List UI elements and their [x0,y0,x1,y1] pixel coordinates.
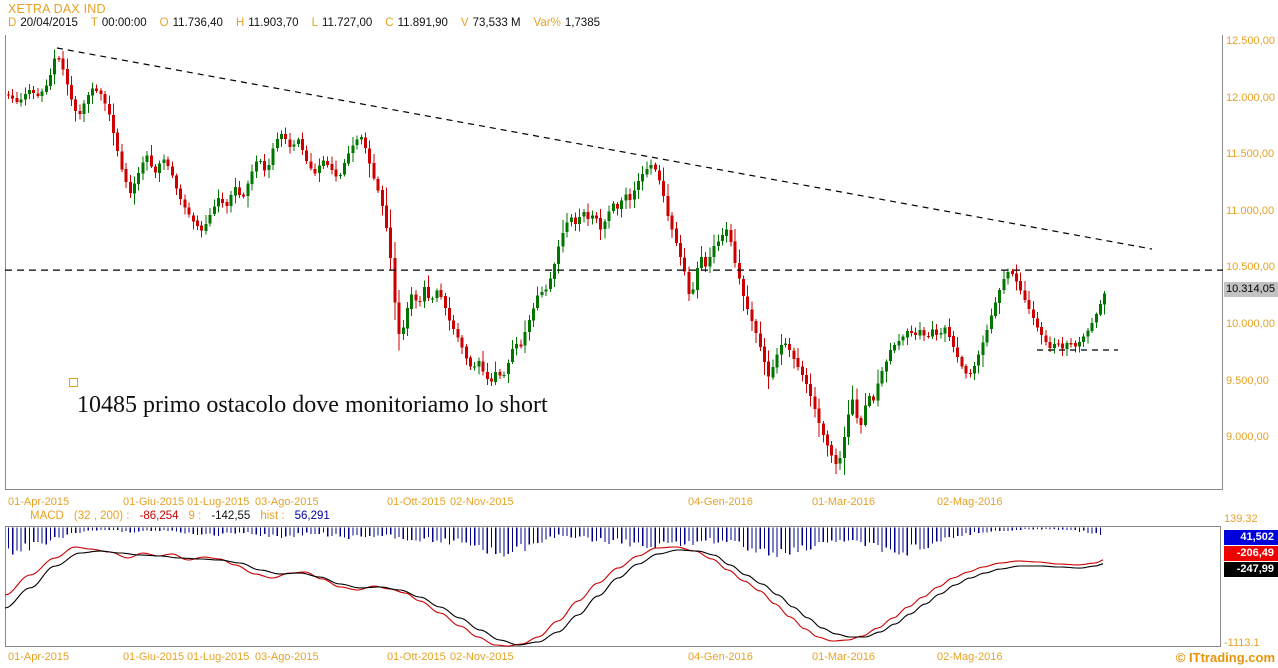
date-tick-label: 02-Mag-2016 [937,651,1003,663]
date-tick-label: 01-Mar-2016 [812,651,875,663]
price-tick-label: 10.500,00 [1226,261,1275,274]
annotation-marker[interactable] [69,378,78,387]
field-close: C 11.891,90 [385,17,448,29]
signal-label: 9 : [188,510,202,522]
macd-chart-area[interactable] [5,526,1221,647]
ohlc-readout: D 20/04/2015 T 00:00:00 O 11.736,40 H 11.903… [8,17,613,29]
field-key: C [385,17,394,29]
price-tick-label: 9.000,00 [1226,431,1269,444]
date-tick-label: 01-Ott-2015 [387,496,446,508]
date-tick-label: 04-Gen-2016 [688,651,753,663]
field-value: 11.903,70 [248,17,299,29]
date-tick-label: 01-Mar-2016 [812,496,875,508]
field-key: Var% [533,17,561,29]
hist-value: 56,291 [294,510,330,522]
field-value: 11.891,90 [397,17,448,29]
date-tick-label: 03-Ago-2015 [255,651,319,663]
price-tick-label: 12.000,00 [1226,91,1275,104]
date-tick-label: 02-Nov-2015 [450,651,514,663]
field-key: H [235,17,245,29]
date-tick-label: 03-Ago-2015 [255,496,319,508]
symbol-title: XETRA DAX IND [8,2,106,16]
macd-name: MACD [30,510,64,522]
price-tick-label: 9.500,00 [1226,374,1269,387]
macd-scale-max: 139.32 [1224,513,1258,525]
annotation-text: 10485 primo ostacolo dove monitoriamo lo… [77,392,548,418]
field-variation: Var% 1,7385 [534,17,600,29]
field-value: 00:00:00 [101,17,147,29]
field-value: 20/04/2015 [20,17,78,29]
date-tick-label: 02-Nov-2015 [450,496,514,508]
field-open: O 11.736,40 [160,17,223,29]
last-price-badge: 10.314,05 [1224,282,1278,297]
field-date: D 20/04/2015 [8,17,78,29]
price-tick-label: 10.000,00 [1226,318,1275,330]
price-tick-label: 12.500,00 [1226,35,1275,47]
macd-value: -86,254 [139,510,179,522]
date-tick-label: 02-Mag-2016 [937,496,1003,508]
signal-value: -142,55 [211,510,251,522]
macd-badge: -247,99 [1224,562,1278,577]
macd-params: (32 , 200) : [73,510,130,522]
hist-label: hist : [260,510,285,522]
price-tick-label: 11.500,00 [1226,148,1275,161]
date-tick-label: 01-Giu-2015 [123,496,185,508]
date-tick-label: 01-Apr-2015 [8,496,70,508]
field-key: D [8,17,17,29]
price-chart-area[interactable] [5,35,1223,490]
field-time: T 00:00:00 [91,17,147,29]
field-value: 11.727,00 [321,17,373,29]
field-low: L 11.727,00 [312,17,373,29]
field-value: 1,7385 [564,17,600,29]
field-value: 73,533 M [472,17,521,29]
macd-badge: -206,49 [1224,546,1278,561]
date-tick-label: 01-Apr-2015 [8,651,70,663]
field-volume: V 73,533 M [461,17,521,29]
field-key: O [159,17,169,29]
date-tick-label: 01-Ott-2015 [387,651,446,663]
macd-scale-min: -1113.1 [1224,637,1260,649]
date-tick-label: 01-Lug-2015 [187,496,250,508]
copyright: © ITtrading.com [1175,650,1275,665]
field-value: 11.736,40 [172,17,223,29]
date-tick-label: 01-Giu-2015 [123,651,185,663]
macd-indicator-header: MACD (32 , 200) : -86,254 9 : -142,55 hi… [30,510,340,522]
field-key: L [311,17,318,29]
price-tick-label: 11.000,00 [1226,204,1275,217]
date-tick-label: 01-Lug-2015 [187,651,250,663]
macd-badge: 41,502 [1224,530,1278,545]
field-high: H 11.903,70 [236,17,299,29]
field-key: V [460,17,469,29]
field-key: T [90,17,98,29]
date-tick-label: 04-Gen-2016 [688,496,753,508]
